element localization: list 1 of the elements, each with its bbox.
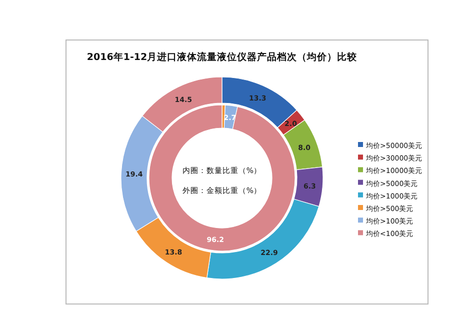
chart-title: 2016年1-12月进口液体流量液位仪器产品档次（均价）比较	[86, 51, 358, 63]
